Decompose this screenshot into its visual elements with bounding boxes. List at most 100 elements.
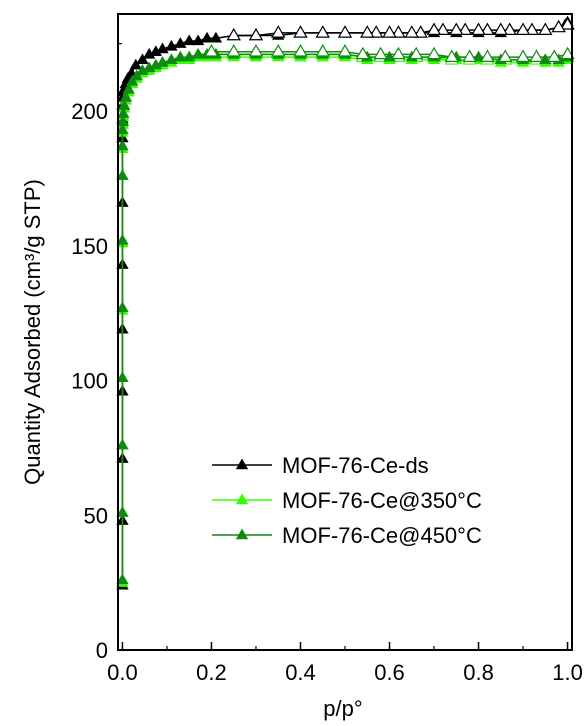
adsorption-point — [116, 139, 129, 151]
desorption-point — [391, 25, 406, 38]
desorption-point — [293, 44, 308, 57]
desorption-point — [337, 25, 353, 38]
adsorption-point — [191, 34, 205, 46]
x-tick-label: 0.8 — [463, 660, 494, 685]
desorption-point — [457, 22, 473, 35]
desorption-point — [546, 49, 562, 62]
adsorption-point — [472, 50, 485, 62]
desorption-point — [315, 44, 330, 57]
legend-marker — [235, 458, 249, 470]
desorption-point — [413, 25, 428, 38]
desorption-point — [426, 46, 442, 60]
adsorption-point — [116, 371, 129, 383]
adsorption-point — [126, 74, 139, 86]
adsorption-point — [117, 107, 130, 118]
desorption-point — [226, 44, 241, 57]
y-tick-label: 200 — [71, 99, 108, 124]
desorption-point — [515, 22, 531, 35]
desorption-point — [524, 22, 540, 35]
adsorption-point — [130, 69, 143, 81]
desorption-point — [480, 22, 495, 35]
adsorption-point — [116, 506, 129, 517]
desorption-point — [409, 46, 424, 60]
x-tick-label: 0.2 — [196, 660, 227, 685]
desorption-point — [368, 25, 384, 38]
desorption-point — [204, 44, 219, 57]
adsorption-point — [116, 169, 129, 180]
desorption-point — [560, 46, 575, 60]
desorption-point — [226, 27, 241, 41]
legend-label: MOF-76-Ce@350°C — [282, 488, 482, 513]
adsorption-point — [174, 50, 187, 62]
y-tick-label: 100 — [71, 369, 108, 394]
desorption-point — [404, 25, 419, 38]
desorption-point — [551, 19, 566, 33]
adsorption-point — [116, 573, 129, 585]
plot-frame — [117, 13, 573, 651]
desorption-point — [271, 25, 286, 38]
adsorption-point — [116, 438, 129, 450]
adsorption-point — [174, 37, 187, 48]
legend-label: MOF-76-Ce-ds — [282, 453, 429, 478]
adsorption-point — [136, 53, 149, 65]
desorption-point — [248, 44, 264, 57]
adsorption-point — [142, 61, 156, 73]
x-tick-label: 0.6 — [374, 660, 405, 685]
x-tick-label: 0.0 — [107, 660, 138, 685]
adsorption-point — [156, 56, 169, 67]
y-tick-label: 0 — [96, 638, 108, 663]
desorption-point — [360, 25, 375, 38]
x-tick-label: 0.4 — [285, 660, 316, 685]
desorption-point — [248, 27, 264, 41]
desorption-point — [493, 22, 508, 35]
adsorption-point — [200, 31, 214, 43]
desorption-point — [529, 49, 544, 62]
desorption-point — [471, 22, 486, 35]
adsorption-point — [183, 34, 196, 46]
desorption-point — [271, 44, 286, 57]
adsorption-point — [183, 50, 196, 62]
desorption-point — [515, 49, 531, 62]
adsorption-point — [136, 64, 149, 75]
desorption-point — [435, 22, 451, 35]
adsorption-point — [122, 82, 135, 94]
adsorption-point — [209, 31, 223, 43]
series-3 — [116, 44, 575, 585]
desorption-point — [315, 25, 330, 38]
desorption-point — [449, 22, 464, 35]
adsorption-point — [116, 123, 129, 135]
y-tick-label: 50 — [84, 503, 108, 528]
adsorption-point — [116, 233, 129, 245]
y-tick-label: 150 — [71, 234, 108, 259]
desorption-point — [538, 22, 553, 35]
legend: MOF-76-Ce-ds MOF-76-Ce@350°C MOF-76-Ce@450… — [212, 453, 482, 548]
adsorption-point — [118, 99, 131, 110]
adsorption-point — [165, 39, 178, 51]
desorption-point — [560, 17, 575, 30]
desorption-point — [391, 46, 406, 60]
adsorption-point — [149, 58, 163, 70]
legend-item: MOF-76-Ce-ds — [212, 453, 429, 478]
plot-series — [116, 15, 575, 590]
desorption-point — [426, 22, 442, 35]
desorption-point — [502, 22, 517, 35]
x-axis-label: p/p° — [323, 696, 362, 721]
legend-marker — [235, 493, 249, 505]
desorption-point — [480, 49, 495, 62]
desorption-point — [293, 25, 308, 38]
desorption-point — [444, 49, 460, 62]
adsorption-point — [156, 42, 169, 54]
desorption-point — [382, 25, 397, 38]
legend-item: MOF-76-Ce@350°C — [212, 488, 482, 513]
desorption-point — [355, 46, 371, 60]
adsorption-point — [149, 45, 163, 56]
legend-marker — [235, 528, 249, 540]
desorption-point — [373, 46, 388, 60]
adsorption-point — [116, 115, 130, 127]
adsorption-point — [142, 47, 156, 59]
adsorption-point — [191, 47, 205, 59]
adsorption-point — [129, 58, 142, 70]
x-tick-label: 1.0 — [552, 660, 583, 685]
adsorption-point — [116, 301, 129, 312]
